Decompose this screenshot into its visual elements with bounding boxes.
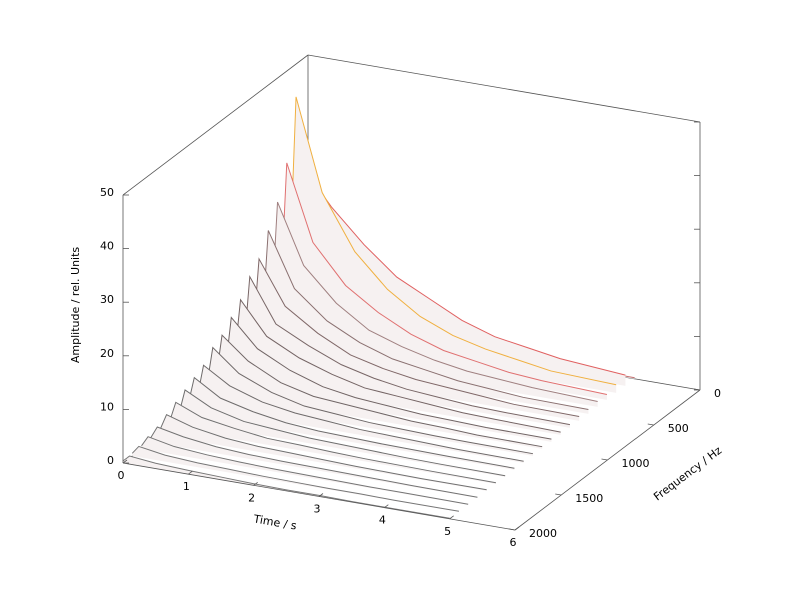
z-tick-label: 50 <box>100 186 114 199</box>
x-tick <box>449 515 454 520</box>
waterfall-fill <box>206 347 533 456</box>
waterfall-line <box>141 436 469 505</box>
x-tick-label: 0 <box>118 469 125 482</box>
waterfall-fill <box>197 365 524 463</box>
waterfall-line <box>261 230 589 411</box>
z-tick-label: 0 <box>107 454 114 467</box>
y-axis-label: Frequency / Hz <box>651 444 724 504</box>
z-tick-label: 10 <box>100 400 114 413</box>
waterfall-line <box>131 445 460 512</box>
waterfall-fill <box>252 258 580 421</box>
z-tick-label: 40 <box>100 240 114 253</box>
y-tick-label: 500 <box>668 422 689 435</box>
waterfall-line <box>242 274 571 426</box>
waterfall-line <box>150 426 478 498</box>
x-tick <box>188 470 193 475</box>
waterfall-line <box>289 96 617 386</box>
waterfall-line <box>252 257 580 418</box>
waterfall-line <box>122 455 450 519</box>
z-axis-label: Amplitude / rel. Units <box>69 247 82 364</box>
waterfall-fill <box>215 335 543 449</box>
y-tick-label: 0 <box>714 387 721 400</box>
z-tick-label: 30 <box>100 293 114 306</box>
waterfall-line <box>270 201 598 402</box>
y-tick <box>555 493 562 496</box>
waterfall-line <box>178 389 506 477</box>
x-tick-label: 5 <box>444 525 451 538</box>
x-tick-label: 1 <box>183 480 190 493</box>
x-tick <box>514 526 520 531</box>
waterfall-line <box>168 401 497 484</box>
x-tick <box>122 459 128 464</box>
x-tick-label: 3 <box>314 503 321 516</box>
waterfall-line <box>215 334 543 448</box>
x-tick-label: 4 <box>379 514 386 527</box>
y-tick <box>601 458 608 461</box>
x-tick <box>318 493 324 497</box>
waterfall-line <box>233 298 561 433</box>
waterfall-fill <box>234 299 561 435</box>
x-tick <box>384 504 389 508</box>
y-tick <box>693 388 701 391</box>
waterfall-line <box>205 346 534 455</box>
y-tick-label: 1500 <box>575 492 603 505</box>
x-tick-label: 6 <box>510 536 517 549</box>
x-tick <box>253 482 258 486</box>
x-axis-label: Time / s <box>252 512 298 532</box>
waterfall-fill <box>243 276 570 428</box>
waterfall-line <box>279 162 608 395</box>
waterfall-line <box>187 376 515 469</box>
waterfall-fill <box>224 317 552 442</box>
y-tick <box>508 528 516 531</box>
frame-line <box>307 54 701 123</box>
y-tick <box>647 423 654 426</box>
y-tick-label: 2000 <box>529 527 557 540</box>
z-tick-label: 20 <box>100 347 114 360</box>
y-tick-label: 1000 <box>622 457 650 470</box>
waterfall-line <box>224 316 552 440</box>
x-tick-label: 2 <box>248 491 255 504</box>
waterfall-line <box>159 414 487 491</box>
frame-line <box>122 54 309 196</box>
waterfall-line <box>196 364 524 462</box>
